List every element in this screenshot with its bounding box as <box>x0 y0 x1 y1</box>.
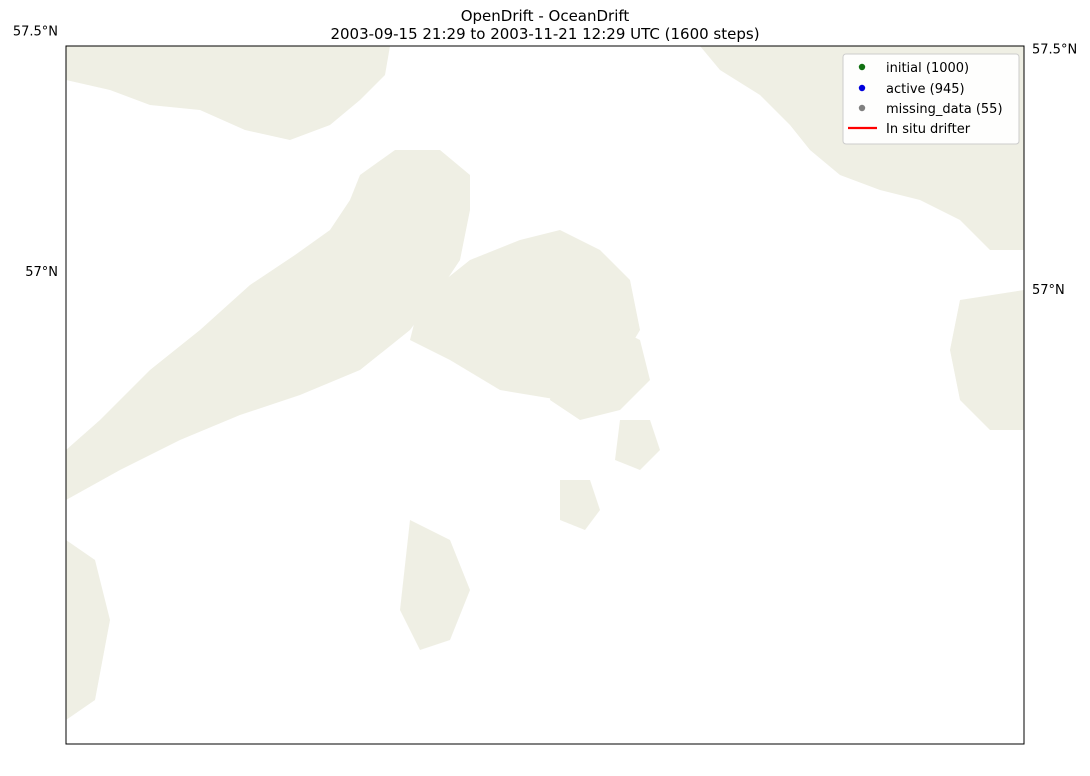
legend-drifter-label: In situ drifter <box>886 122 971 137</box>
land-mass-5 <box>550 320 650 420</box>
legend-initial-label: initial (1000) <box>886 61 969 76</box>
legend-initial-marker <box>858 63 866 71</box>
latitude-label: 57.5°N <box>1032 42 1077 57</box>
land-mass-3 <box>66 540 110 720</box>
land-layer <box>66 46 1024 720</box>
legend-active-marker <box>858 84 866 92</box>
land-mass-10 <box>950 290 1024 430</box>
latitude-label: 57.5°N <box>13 25 58 40</box>
legend-missing-marker <box>858 104 866 112</box>
map-subtitle: 2003-09-15 21:29 to 2003-11-21 12:29 UTC… <box>330 25 760 43</box>
land-mass-1 <box>66 46 390 140</box>
map-frame-border <box>65 45 1025 745</box>
legend-active-label: active (945) <box>886 82 965 97</box>
land-mass-2 <box>66 150 470 500</box>
map-title: OpenDrift - OceanDrift <box>460 7 630 25</box>
latitude-labels-right: 57°N57.5°N58°N58.5°N59°N <box>1032 42 1077 298</box>
land-mass-8 <box>560 480 600 530</box>
legend: initial (1000) active (945) missing_data… <box>842 53 1020 145</box>
land-mass-6 <box>615 420 660 470</box>
latitude-label: 57°N <box>1032 283 1065 298</box>
latitude-label: 57°N <box>25 265 58 280</box>
legend-missing-label: missing_data (55) <box>886 102 1003 117</box>
land-mass-7 <box>400 520 470 650</box>
latitude-labels-left: 57°N57.5°N58°N58.5°N59°N <box>13 25 58 280</box>
